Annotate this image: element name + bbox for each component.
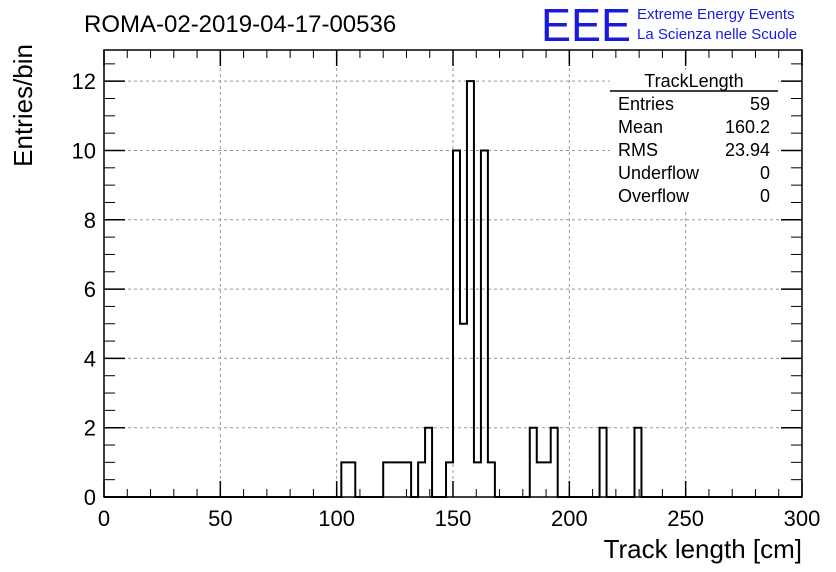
stats-rms-value: 23.94 [725,140,770,160]
y-tick-label: 2 [84,416,96,441]
stats-box-title: TrackLength [644,71,743,91]
logo-mark: EEE [541,0,631,51]
stats-rms-label: RMS [618,140,658,160]
logo-line-1: Extreme Energy Events [637,6,795,23]
y-tick-label: 10 [72,138,96,163]
stats-entries-value: 59 [750,94,770,114]
stats-overflow-value: 0 [760,186,770,206]
y-axis-label: Entries/bin [8,44,38,167]
x-tick-label: 100 [318,506,355,531]
stats-underflow-value: 0 [760,163,770,183]
x-tick-label: 250 [667,506,704,531]
stats-box-background [610,70,778,210]
stats-overflow-label: Overflow [618,186,690,206]
x-tick-label: 200 [551,506,588,531]
x-axis-label: Track length [cm] [604,534,802,564]
x-tick-label: 300 [784,506,821,531]
y-tick-label: 6 [84,277,96,302]
y-tick-label: 12 [72,69,96,94]
stats-entries-label: Entries [618,94,674,114]
y-tick-label: 8 [84,208,96,233]
x-tick-label: 150 [435,506,472,531]
tick-labels: 0 50 100 150 200 250 300 0 2 4 6 8 10 12 [72,69,821,531]
eee-logo: EEE Extreme Energy Events La Scienza nel… [541,0,797,51]
x-tick-label: 50 [208,506,232,531]
y-tick-label: 4 [84,346,96,371]
x-tick-label: 0 [98,506,110,531]
stats-mean-value: 160.2 [725,117,770,137]
plot-title: ROMA-02-2019-04-17-00536 [84,11,396,38]
stats-box: TrackLength Entries 59 Mean 160.2 RMS 23… [610,70,778,210]
logo-line-2: La Scienza nelle Scuole [637,26,797,43]
plot-frame [103,49,803,498]
y-tick-label: 0 [84,485,96,510]
stats-underflow-label: Underflow [618,163,700,183]
stats-mean-label: Mean [618,117,663,137]
